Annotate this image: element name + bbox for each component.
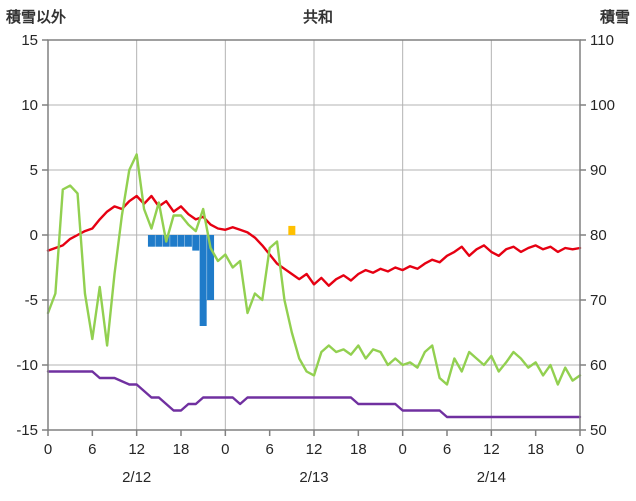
- blue-bars: [199, 235, 207, 326]
- x-tick-label: 18: [350, 441, 367, 458]
- blue-bars: [184, 235, 192, 247]
- left-tick-label: -5: [25, 292, 38, 309]
- x-tick-label: 12: [306, 441, 323, 458]
- right-tick-label: 110: [590, 32, 614, 49]
- blue-bars: [147, 235, 155, 247]
- green-line: [46, 153, 582, 386]
- x-tick-label: 0: [44, 441, 52, 458]
- left-tick-label: 10: [21, 97, 38, 114]
- x-tick-label: 18: [527, 441, 544, 458]
- blue-bars: [192, 235, 200, 251]
- blue-bars: [170, 235, 178, 247]
- x-tick-label: 6: [265, 441, 273, 458]
- date-label: 2/12: [122, 469, 151, 486]
- x-tick-label: 0: [576, 441, 584, 458]
- left-tick-label: -15: [16, 422, 38, 439]
- right-axis-title: 積雪: [599, 9, 630, 26]
- right-tick-label: 80: [590, 227, 607, 244]
- right-tick-label: 70: [590, 292, 607, 309]
- chart-title: 共和: [302, 9, 333, 26]
- x-tick-label: 12: [128, 441, 145, 458]
- left-tick-label: -10: [16, 357, 38, 374]
- purple-line: [46, 370, 582, 419]
- x-tick-label: 0: [221, 441, 229, 458]
- orange-bar: [288, 225, 296, 235]
- x-tick-label: 12: [483, 441, 500, 458]
- x-tick-label: 18: [173, 441, 190, 458]
- x-tick-label: 0: [398, 441, 406, 458]
- right-tick-label: 50: [590, 422, 607, 439]
- right-tick-label: 90: [590, 162, 607, 179]
- date-label: 2/14: [477, 469, 506, 486]
- blue-bars: [155, 235, 163, 247]
- x-tick-label: 6: [88, 441, 96, 458]
- right-tick-label: 100: [590, 97, 615, 114]
- blue-bars: [207, 235, 215, 300]
- x-tick-label: 6: [443, 441, 451, 458]
- left-tick-label: 0: [30, 227, 38, 244]
- left-tick-label: 15: [21, 32, 38, 49]
- red-line: [46, 194, 582, 287]
- date-label: 2/13: [299, 469, 328, 486]
- right-tick-label: 60: [590, 357, 607, 374]
- blue-bars: [177, 235, 185, 247]
- left-axis-title: 積雪以外: [6, 9, 67, 26]
- left-tick-label: 5: [30, 162, 38, 179]
